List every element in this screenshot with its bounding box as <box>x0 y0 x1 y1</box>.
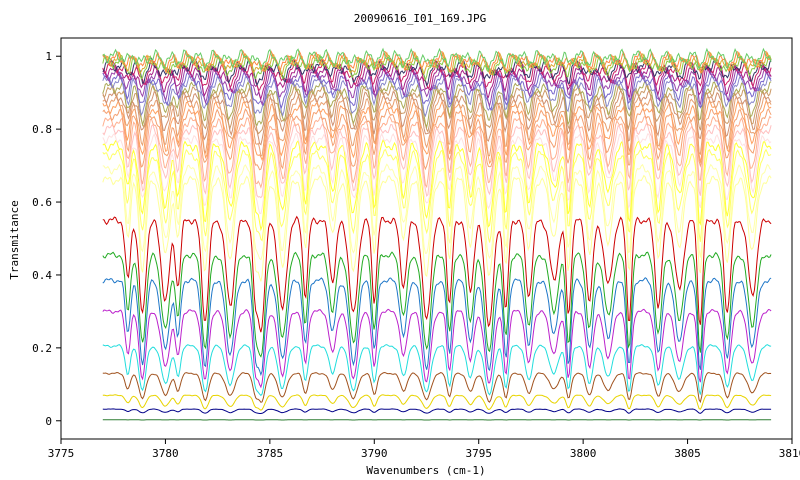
y-tick-label: 0.2 <box>32 342 52 355</box>
series-line <box>102 344 772 397</box>
series-line <box>102 277 772 377</box>
x-tick-label: 3785 <box>257 447 284 460</box>
series-line <box>102 107 772 171</box>
series-line <box>102 215 772 333</box>
x-axis-label: Wavenumbers (cm-1) <box>366 464 485 477</box>
series-line <box>102 132 772 215</box>
y-axis-label: Transmitance <box>8 200 21 279</box>
series-line <box>102 148 772 243</box>
series-line <box>102 251 772 358</box>
y-tick-label: 0.4 <box>32 269 52 282</box>
series-line <box>102 83 772 135</box>
series-line <box>102 308 772 389</box>
y-tick-label: 1 <box>45 50 52 63</box>
chart-title: 20090616_I01_169.JPG <box>354 12 486 25</box>
series-group <box>102 47 772 421</box>
y-tick-label: 0.8 <box>32 123 52 136</box>
series-line <box>102 70 772 112</box>
series-line <box>102 408 772 414</box>
y-axis-label-group: Transmitance <box>8 200 21 279</box>
y-tick-label: 0 <box>45 415 52 428</box>
x-tick-label: 3780 <box>152 447 179 460</box>
series-line <box>102 79 772 129</box>
series-line <box>102 99 772 165</box>
x-tick-label: 3795 <box>465 447 492 460</box>
series-line <box>102 58 772 91</box>
x-tick-label: 3805 <box>674 447 701 460</box>
series-line <box>102 394 772 411</box>
series-line <box>102 63 772 101</box>
series-line <box>102 174 772 282</box>
series-line <box>102 139 772 232</box>
series-line <box>102 47 772 72</box>
x-tick-label: 3790 <box>361 447 388 460</box>
series-line <box>102 115 772 189</box>
y-tick-label: 0.6 <box>32 196 52 209</box>
x-tick-label: 3800 <box>570 447 597 460</box>
series-line <box>102 51 772 78</box>
series-line <box>102 371 772 404</box>
x-tick-label: 3775 <box>48 447 75 460</box>
series-line <box>102 73 772 118</box>
series-line <box>102 163 772 261</box>
series-line <box>102 88 772 146</box>
plot-frame <box>60 37 793 440</box>
